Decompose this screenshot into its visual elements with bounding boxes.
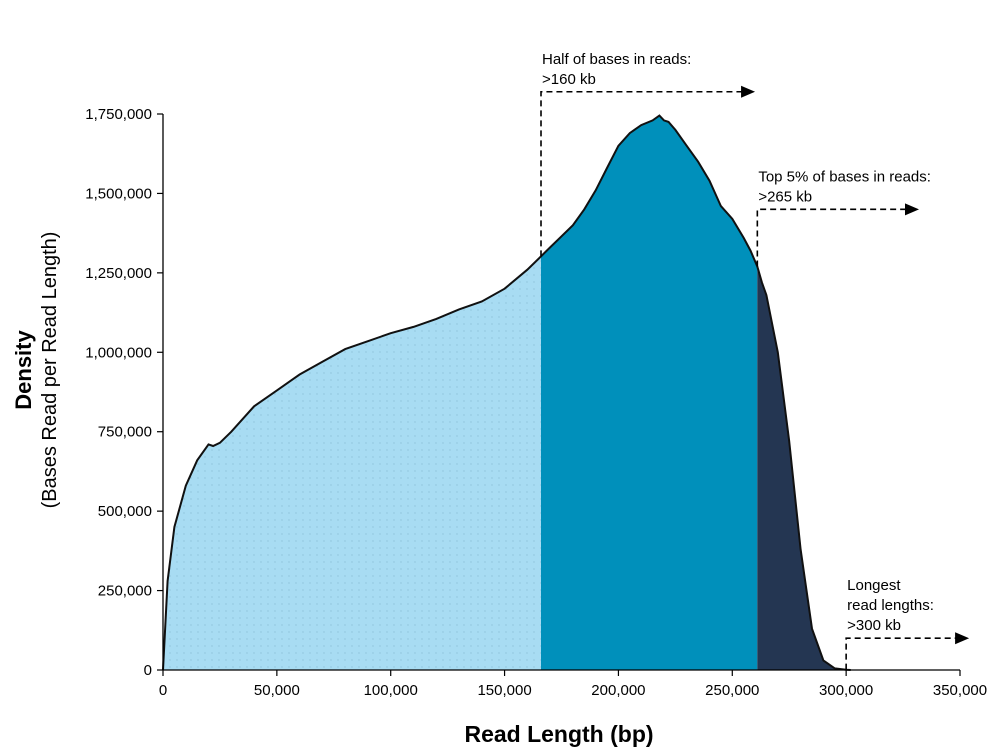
x-tick-label: 350,000 [933,682,987,699]
x-tick-label: 200,000 [591,682,645,699]
annotation-dashed-line [845,637,958,670]
annotations: Half of bases in reads: >160 kb Top 5% of … [540,51,970,670]
annotation-1: Half of bases in reads: >160 kb [540,51,756,257]
y-tick-label: 1,000,000 [85,344,152,361]
x-tick-label: 150,000 [477,682,531,699]
annotation-text: Top 5% of bases in reads: [758,168,931,185]
annotation-arrowhead [905,203,920,216]
y-tick-label: 250,000 [98,583,152,600]
annotation-text: >265 kb [758,188,812,205]
axes [157,113,961,676]
x-tick-label: 100,000 [364,682,418,699]
x-tick-label: 250,000 [705,682,759,699]
area-region-3 [757,266,851,670]
x-tick-label: 0 [159,682,167,699]
annotation-arrowhead [955,632,970,645]
annotation-3: Longest read lengths: >300 kb [845,577,970,670]
annotation-arrowhead [741,85,756,98]
y-tick-label: 750,000 [98,424,152,441]
y-tick-label: 0 [144,662,152,679]
annotation-dashed-line [540,90,744,257]
annotation-text: >300 kb [847,617,901,634]
x-tick-label: 50,000 [254,682,300,699]
annotation-text: Longest [847,577,901,594]
annotation-text: read lengths: [847,597,934,614]
annotation-text: >160 kb [542,71,596,88]
annotation-2: Top 5% of bases in reads: >265 kb [756,168,931,267]
annotation-text: Half of bases in reads: [542,51,691,68]
y-tick-label: 1,750,000 [85,106,152,123]
annotation-dashed-line [756,208,908,267]
density-outline [162,114,851,671]
tick-labels: 0 250,000 500,000 750,000 1,000,000 1,250,000… [85,106,987,699]
x-axis-label: Read Length (bp) [464,721,653,747]
y-axis-sublabel: (Bases Read per Read Length) [39,232,61,509]
y-tick-label: 1,500,000 [85,185,152,202]
y-tick-label: 500,000 [98,503,152,520]
y-axis-label: Density [11,330,36,410]
area-regions [163,115,851,671]
x-tick-label: 300,000 [819,682,873,699]
area-region-texture [163,256,541,670]
y-tick-label: 1,250,000 [85,265,152,282]
area-region-2 [541,115,758,671]
